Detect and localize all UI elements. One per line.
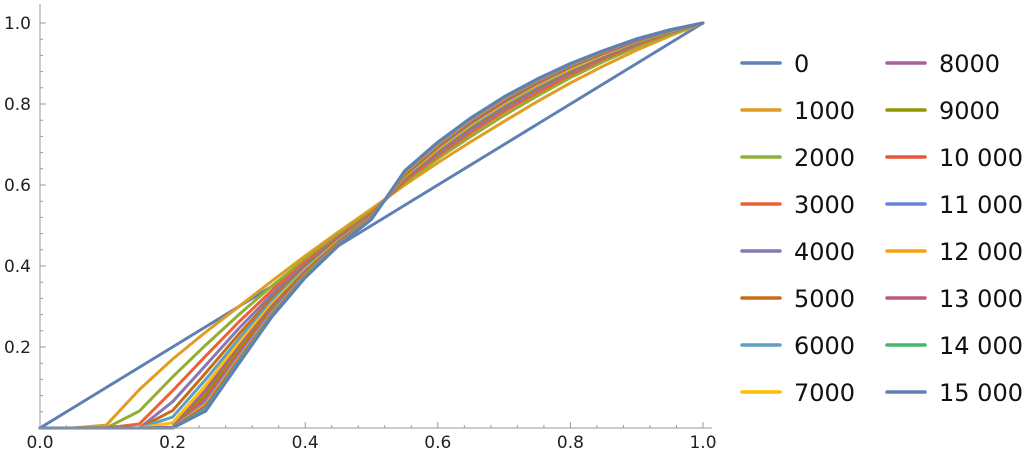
legend-label-4: 4000 [794,238,855,266]
y-tick-label: 0.6 [4,176,31,196]
x-tick-label: 0.2 [159,433,186,453]
series-layer [38,21,705,430]
x-tick-label: 1.0 [689,433,716,453]
legend-label-13: 13 000 [939,285,1023,313]
x-tick-label: 0.4 [292,433,319,453]
series-line-1 [38,21,705,430]
legend-label-0: 0 [794,50,809,78]
legend-label-7: 7000 [794,379,855,407]
legend-label-2: 2000 [794,144,855,172]
x-tick-label: 0.0 [26,433,53,453]
legend: 0 1000 2000 3000 4000 5000 6000 7000 8000 9000 10 … [740,50,1023,407]
y-tick-label: 0.8 [4,95,31,115]
legend-label-9: 9000 [939,97,1000,125]
y-tick-label: 0.4 [4,257,31,277]
y-tick-label: 0.2 [4,338,31,358]
legend-label-1: 1000 [794,97,855,125]
axes: 0.0 0.2 0.4 0.6 0.8 1.0 0.2 0.4 0.6 0.8 1.0 [4,4,717,453]
legend-label-5: 5000 [794,285,855,313]
legend-label-6: 6000 [794,332,855,360]
legend-label-15: 15 000 [939,379,1023,407]
y-tick-label: 1.0 [4,14,31,34]
series-line-0 [38,21,705,430]
legend-label-11: 11 000 [939,191,1023,219]
x-tick-label: 0.8 [557,433,584,453]
legend-label-10: 10 000 [939,144,1023,172]
legend-label-14: 14 000 [939,332,1023,360]
legend-label-3: 3000 [794,191,855,219]
legend-label-8: 8000 [939,50,1000,78]
x-tick-label: 0.6 [424,433,451,453]
legend-label-12: 12 000 [939,238,1023,266]
